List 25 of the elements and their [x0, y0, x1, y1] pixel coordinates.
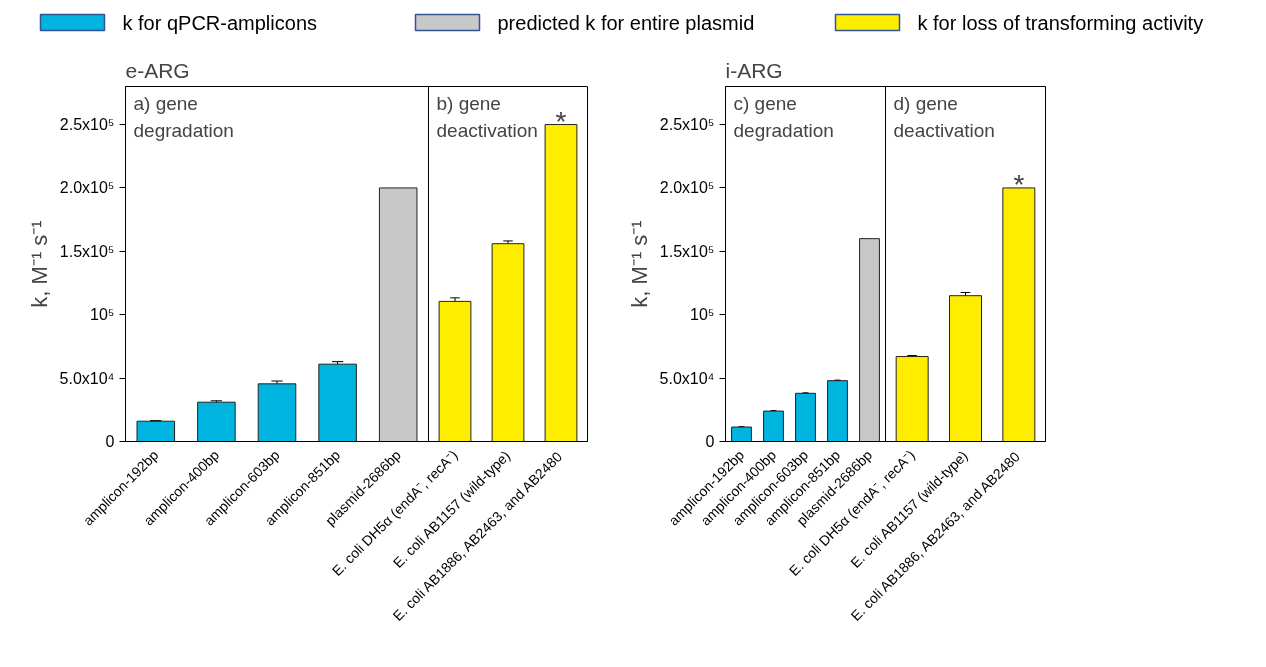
annotation: d) gene deactivation: [893, 92, 995, 141]
y-tick-label: 0: [105, 433, 115, 450]
y-tick-label: 10⁵: [690, 306, 715, 324]
y-tick-label: 10⁵: [90, 306, 115, 324]
y-tick-label: 0: [705, 433, 715, 450]
annotation: *: [555, 105, 567, 137]
annotation: *: [1013, 168, 1025, 200]
y-tick-label: 2.0x10⁵: [59, 179, 115, 197]
annotation: c) gene degradation: [733, 92, 834, 141]
annotation: b) gene deactivation: [436, 92, 538, 141]
legend-label: k for loss of transforming activity: [917, 11, 1204, 34]
y-tick-label: 5.0x10⁴: [659, 369, 715, 387]
y-tick-label: 1.5x10⁵: [659, 242, 715, 260]
legend-label: k for qPCR-amplicons: [122, 11, 318, 34]
y-axis-title: k, M⁻¹ s⁻¹: [626, 220, 652, 308]
y-tick-label: 1.5x10⁵: [59, 242, 115, 260]
y-tick-label: 2.5x10⁵: [659, 116, 715, 134]
y-tick-label: 2.5x10⁵: [59, 116, 115, 134]
chart-title: i-ARG: [725, 58, 783, 82]
y-tick-label: 5.0x10⁴: [59, 369, 115, 387]
y-axis-title: k, M⁻¹ s⁻¹: [26, 220, 52, 308]
annotation: a) gene degradation: [133, 92, 234, 141]
legend-label: predicted k for entire plasmid: [497, 11, 755, 34]
chart-title: e-ARG: [125, 58, 190, 82]
y-tick-label: 2.0x10⁵: [659, 179, 715, 197]
